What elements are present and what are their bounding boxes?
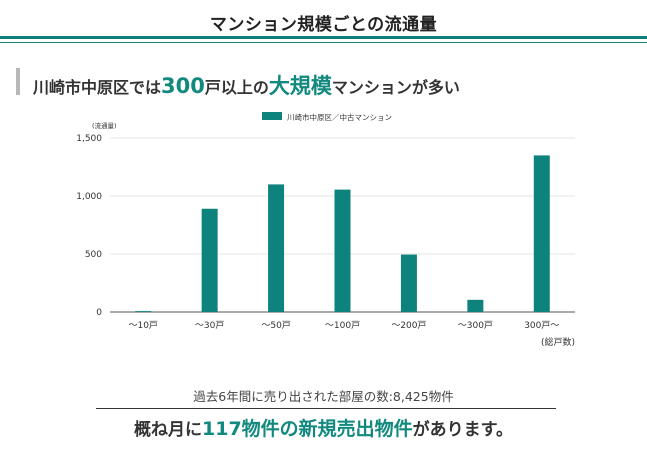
legend-label: 川崎市中原区／中古マンション xyxy=(287,112,392,122)
y-unit-label: (流通量) xyxy=(92,121,117,130)
y-tick-label: 1,000 xyxy=(76,192,102,202)
bar xyxy=(467,299,484,312)
y-tick-label: 1,500 xyxy=(76,134,102,144)
bar-chart: 川崎市中原区／中古マンション (流通量) 0 500 1,000 1,500 ～10戸 ～30… xyxy=(76,112,575,348)
bar xyxy=(533,155,550,312)
chart-headline: 川崎市中原区では300戸以上の大規模マンションが多い xyxy=(33,70,460,100)
bar xyxy=(135,311,152,312)
headline-part1: 川崎市中原区では xyxy=(33,78,162,97)
summary-part1: 概ね月に xyxy=(134,420,202,440)
x-category-label: ～50戸 xyxy=(261,320,290,331)
headline-part2: 300 xyxy=(161,74,205,98)
source-note: 過去6年間に売り出された部屋の数:8,425物件 xyxy=(193,389,454,404)
x-category-label: ～100戸 xyxy=(325,320,360,331)
headline-marker xyxy=(16,68,20,95)
bar xyxy=(268,184,285,312)
summary-text: 概ね月に117物件の新規売出物件があります。 xyxy=(0,414,647,441)
bar xyxy=(334,189,351,312)
summary-part3: があります。 xyxy=(412,420,513,440)
headline-part5: マンションが多い xyxy=(331,78,460,97)
x-category-label: ～30戸 xyxy=(195,320,224,331)
title-rule-thick xyxy=(0,36,647,39)
bar xyxy=(400,254,417,312)
y-tick-label: 0 xyxy=(96,308,102,318)
x-category-label: ～10戸 xyxy=(128,320,157,331)
bar xyxy=(201,208,218,312)
x-category-label: ～300戸 xyxy=(458,320,493,331)
title-rule-thin xyxy=(0,42,647,43)
headline-part3: 戸以上の xyxy=(204,78,269,97)
x-unit-label: (総戸数) xyxy=(541,336,575,348)
y-tick-label: 500 xyxy=(85,250,102,260)
headline-part4: 大規模 xyxy=(268,74,332,98)
page-title: マンション規模ごとの流通量 xyxy=(209,15,438,35)
x-category-label: ～200戸 xyxy=(391,320,426,331)
legend-swatch xyxy=(262,112,282,120)
x-category-label: 300戸～ xyxy=(524,320,559,331)
summary-part2: 117物件の新規売出物件 xyxy=(202,418,413,440)
summary-rule xyxy=(96,408,556,409)
